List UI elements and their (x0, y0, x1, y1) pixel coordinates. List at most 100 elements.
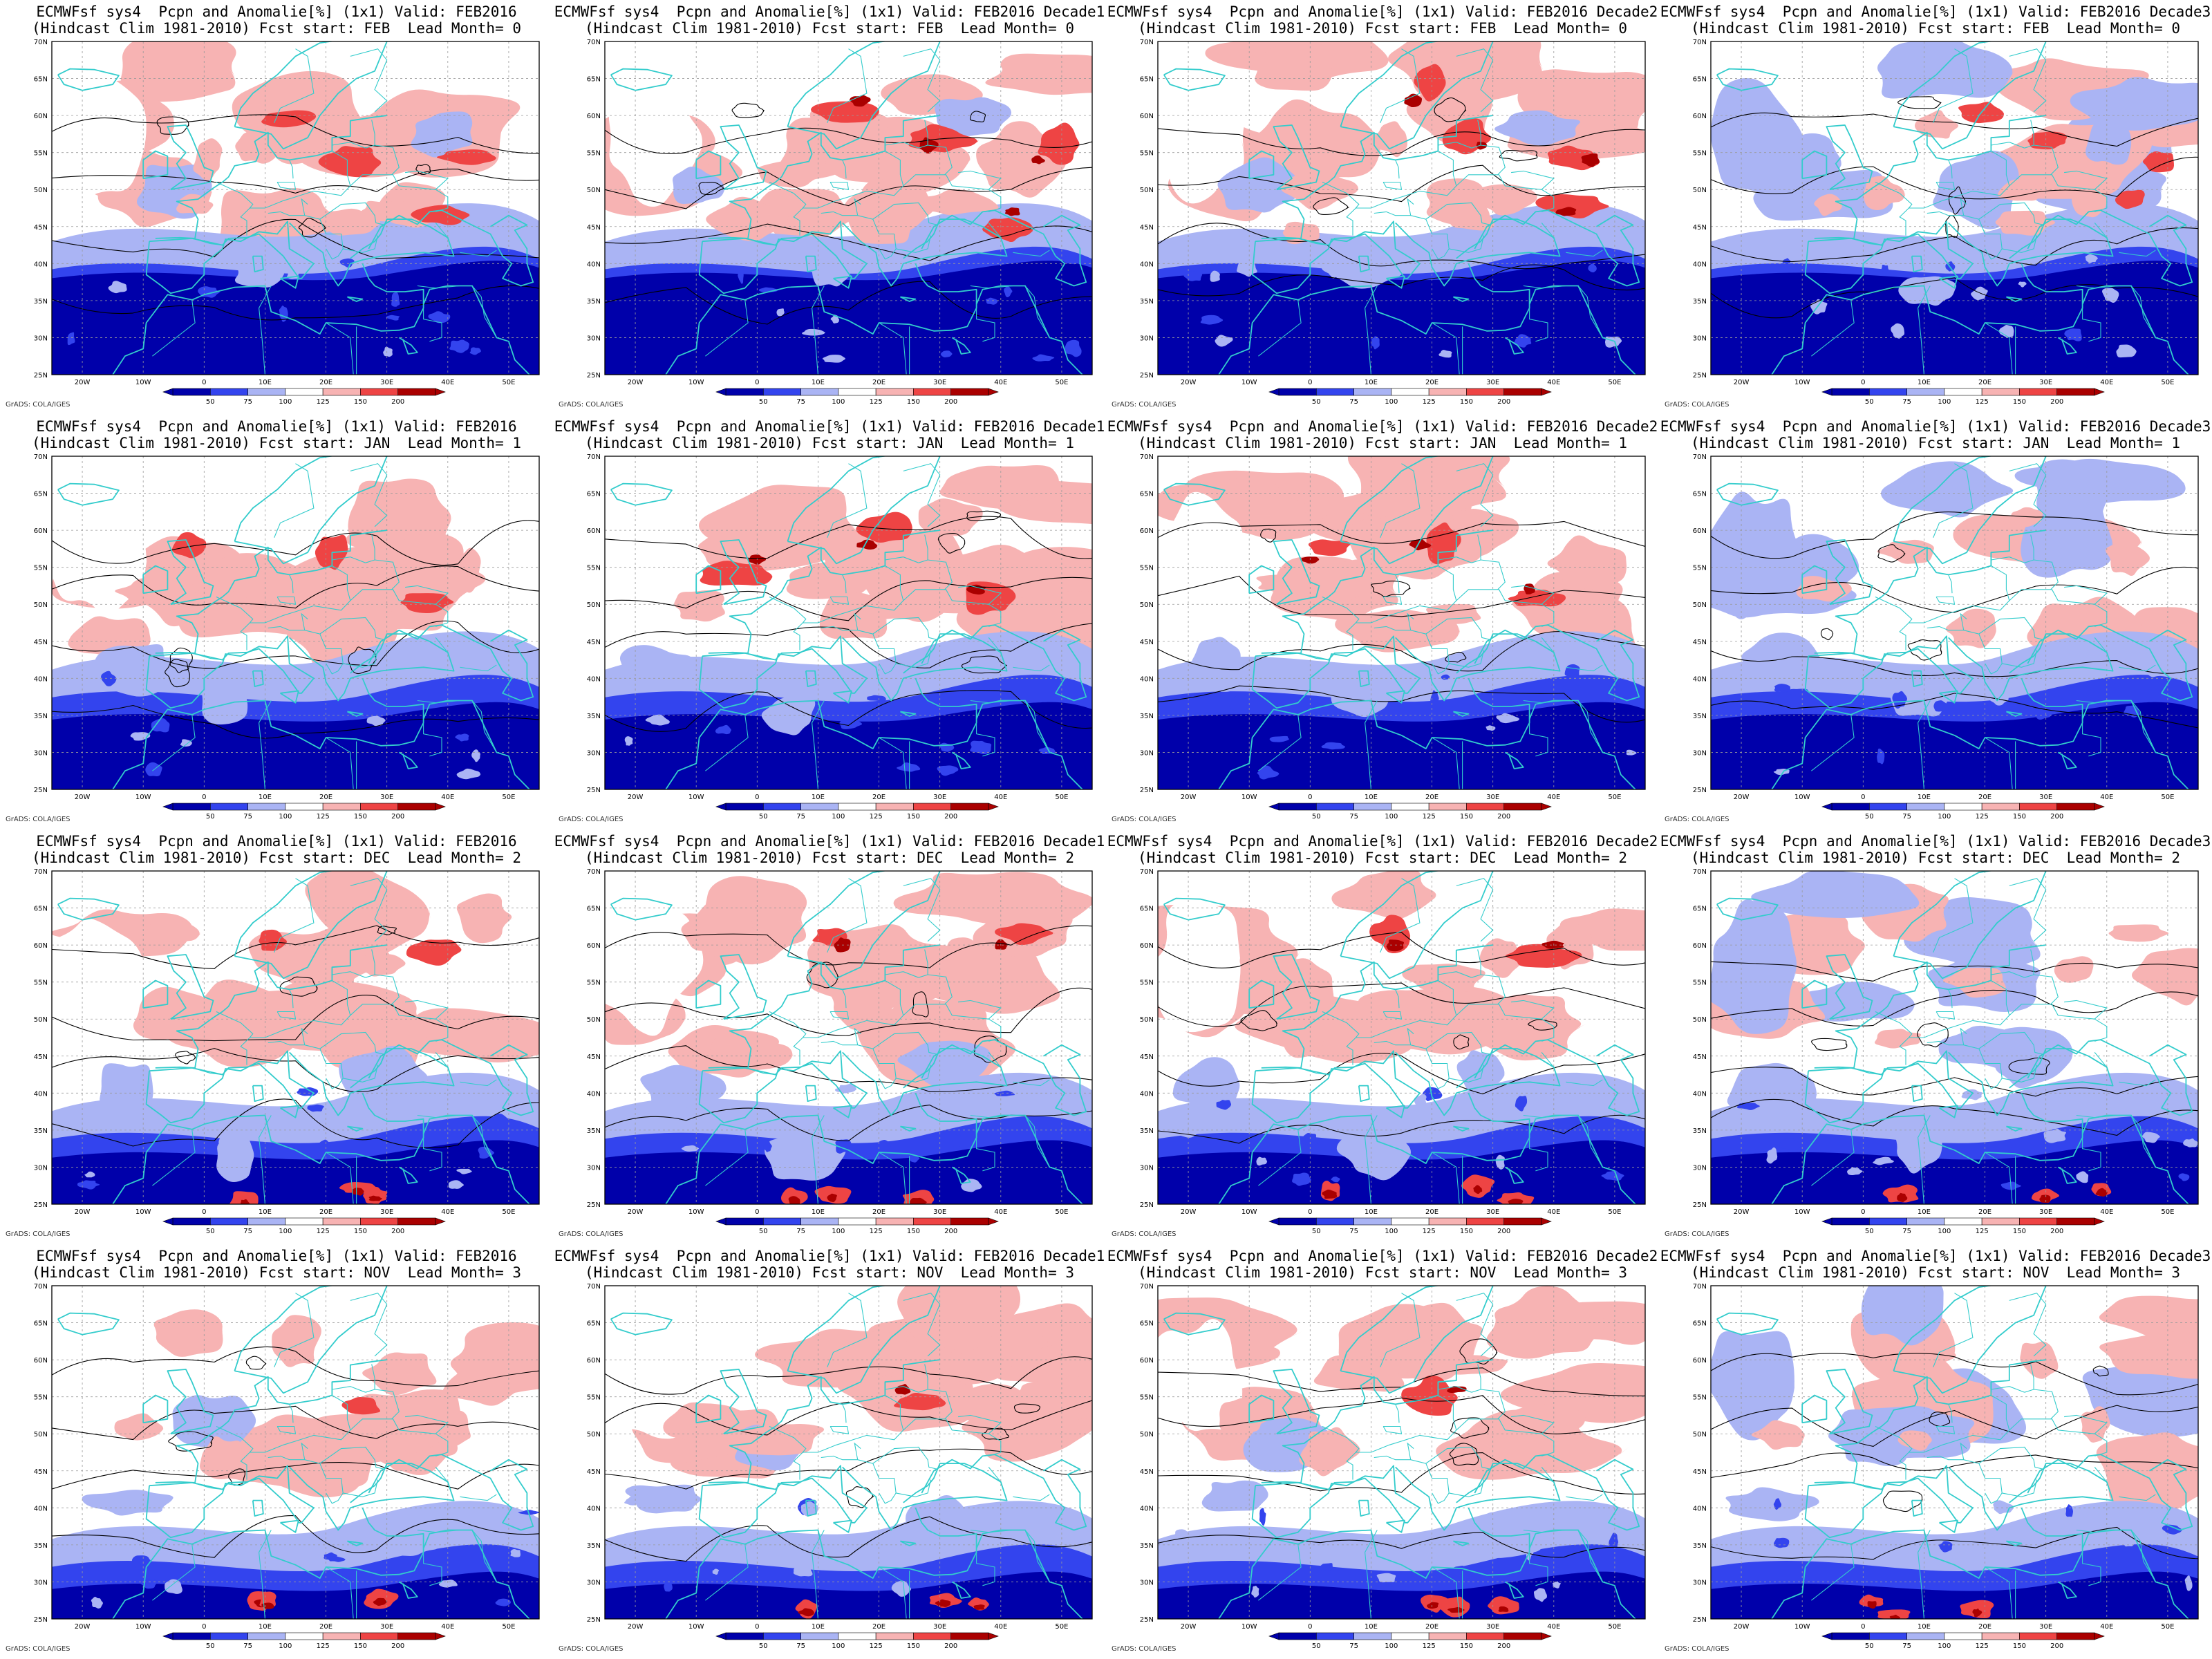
climatology-contour (605, 987, 1092, 1036)
country-border (259, 700, 272, 789)
anomaly-area (1371, 336, 1380, 350)
anomaly-area (1564, 664, 1580, 680)
climatology-contour (1499, 150, 1538, 162)
country-border (371, 534, 375, 560)
forecast-panel: ECMWFsf sys4 Pcpn and Anomalie[%] (1x1) … (1659, 0, 2212, 415)
country-border (885, 556, 903, 561)
colorbar-label: 200 (1497, 398, 1510, 406)
country-border (896, 1479, 932, 1497)
coastline (1395, 633, 1561, 702)
country-border (2119, 664, 2156, 672)
country-border (1511, 170, 1555, 190)
climatology-contour (605, 925, 1092, 968)
anomaly-area (1774, 684, 1791, 693)
anomaly-area (171, 532, 207, 559)
lat-tick-label: 65N (1693, 76, 1707, 84)
lat-tick-label: 30N (1140, 335, 1154, 342)
climatology-contour (228, 1468, 245, 1486)
country-border (793, 207, 803, 236)
country-border (1933, 878, 1974, 953)
lat-tick-label: 60N (1693, 942, 1707, 950)
anomaly-area (940, 350, 953, 358)
coastline (665, 677, 977, 789)
colorbar-label: 200 (2050, 1228, 2063, 1235)
country-border (1529, 308, 1548, 342)
lon-tick-label: 30E (933, 1623, 946, 1631)
country-border (842, 574, 847, 594)
lat-tick-label: 60N (587, 527, 601, 535)
anomaly-area (130, 732, 151, 741)
anomaly-area (1292, 1172, 1312, 1186)
lon-tick-label: 20E (1978, 1208, 1991, 1216)
country-border (1300, 1068, 1329, 1076)
colorbar-label: 100 (1385, 1228, 1398, 1235)
coastline (398, 751, 418, 769)
colorbar-label: 150 (2013, 1228, 2026, 1235)
anomaly-area (876, 1139, 891, 1152)
country-border (268, 202, 386, 226)
lon-tick-label: 10W (688, 1623, 704, 1631)
anomaly-area (1158, 1571, 1645, 1619)
coastline (1248, 980, 1275, 1009)
anomaly-area (909, 1197, 928, 1204)
anomaly-area (2043, 1128, 2067, 1143)
country-border (1449, 1479, 1485, 1497)
coastline (142, 565, 169, 594)
lat-tick-label: 55N (1140, 565, 1154, 572)
coastline (1386, 1105, 1405, 1118)
coastline (280, 1519, 299, 1533)
anomaly-area (1891, 323, 1905, 339)
colorbar-label: 50 (759, 398, 768, 406)
colorbar-segment (162, 1217, 174, 1226)
coastline (347, 1125, 364, 1132)
coastline (695, 980, 722, 1009)
grads-credit: GrADS: COLA/IGES (1665, 1645, 1730, 1653)
lat-tick-label: 35N (34, 713, 48, 720)
climatology-contour (1711, 156, 2198, 200)
anomaly-area (1495, 1154, 1505, 1170)
anomaly-area (362, 1352, 437, 1396)
country-border (1529, 1552, 1548, 1586)
colorbar-segment (1906, 1632, 1945, 1640)
anomaly-area (2027, 131, 2068, 150)
anomaly-field (605, 1286, 1092, 1619)
climatology-contour (52, 114, 539, 154)
anomaly-area (1508, 1199, 1524, 1204)
coastline (921, 1039, 1087, 1116)
coastline (787, 456, 941, 565)
climatology-contour (1711, 989, 2198, 1027)
anomaly-area (897, 762, 921, 772)
colorbar-label: 50 (1865, 1228, 1874, 1235)
country-border (268, 617, 386, 641)
anomaly-area (1861, 1286, 1944, 1346)
coastline (1801, 1394, 1828, 1424)
lat-tick-label: 30N (1140, 1164, 1154, 1172)
coastline (347, 296, 364, 302)
colorbar-segment (875, 803, 914, 811)
colorbar-segment (725, 1632, 764, 1640)
colorbar-segment (913, 1217, 952, 1226)
lat-tick-label: 50N (587, 601, 601, 609)
lat-tick-label: 25N (1693, 1201, 1707, 1209)
coastline (842, 633, 1008, 702)
colorbar-segment (247, 1217, 286, 1226)
colorbar-segment (1821, 1632, 1833, 1640)
colorbar-segment (1466, 803, 1505, 811)
colorbar-segment (762, 803, 801, 811)
anomaly-area (1032, 354, 1056, 362)
climatology-contour (348, 646, 377, 675)
country-border (830, 181, 850, 190)
colorbar-label: 200 (2050, 813, 2063, 821)
anomaly-area (621, 1550, 639, 1560)
climatology-contour (52, 218, 539, 259)
anomaly-area (2178, 1173, 2190, 1181)
anomaly-field (1711, 871, 2198, 1204)
country-border (1258, 1129, 1302, 1186)
coastline (1251, 1050, 1421, 1124)
country-border (842, 160, 847, 179)
map-frame (51, 41, 540, 375)
country-border (216, 565, 351, 624)
country-border (793, 1452, 803, 1480)
